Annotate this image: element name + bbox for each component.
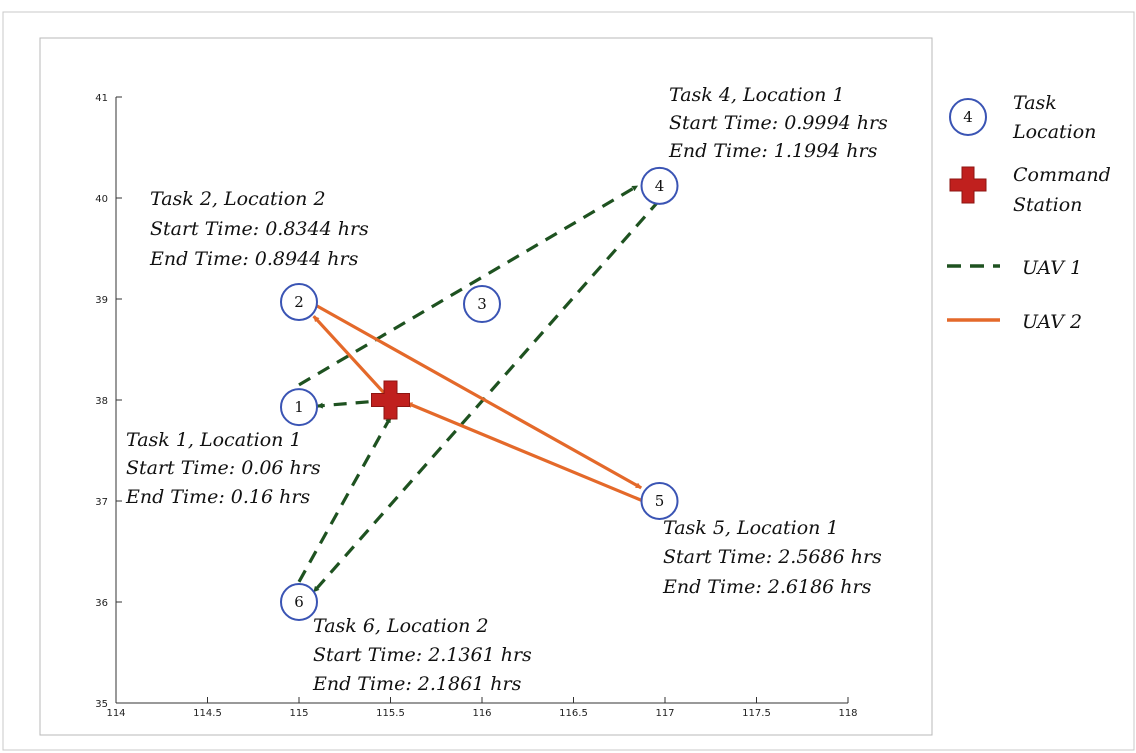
annotation-line: Start Time: 0.9994 hrs: [669, 112, 888, 134]
y-tick-label: 35: [95, 699, 108, 710]
x-tick-label: 117: [655, 708, 674, 719]
task-location-node: 1: [280, 388, 318, 427]
annotation-line: Task 4, Location 1: [669, 84, 845, 106]
annotation-line: Start Time: 0.06 hrs: [126, 457, 321, 479]
legend-icon-label: 4: [963, 108, 973, 126]
task-location-node: 5: [640, 482, 679, 520]
node-circle: [280, 388, 318, 427]
route-leg: [406, 401, 644, 503]
annotation-line: Task 1, Location 1: [126, 429, 302, 451]
legend: 4 Task Location Command Station UAV 1 UA…: [947, 92, 1111, 333]
x-tick-label: 115.5: [376, 708, 405, 719]
node-label: 4: [655, 177, 665, 195]
routes: [297, 184, 661, 593]
annotation-line: End Time: 0.8944 hrs: [149, 248, 359, 270]
node-circle: [280, 583, 318, 621]
x-ticks: 114 114.5 115 115.5 116 116.5 117 117.5 118: [106, 697, 858, 719]
task-location-node: 6: [280, 583, 318, 621]
command-station-cross: [371, 380, 410, 420]
x-tick-label: 118: [838, 708, 857, 719]
node-circle: [640, 482, 679, 520]
annotation-line: Task 6, Location 2: [313, 615, 489, 637]
annotation-line: End Time: 0.16 hrs: [125, 486, 310, 508]
annotation-task4: Task 4, Location 1 Start Time: 0.9994 hr…: [668, 84, 888, 162]
task-location-node: 4: [640, 166, 679, 205]
annotation-task6: Task 6, Location 2 Start Time: 2.1361 hr…: [312, 615, 532, 695]
legend-label: Command: [1013, 164, 1111, 186]
route-leg: [307, 299, 642, 490]
annotation-line: End Time: 1.1994 hrs: [668, 140, 878, 162]
annotation-line: End Time: 2.6186 hrs: [662, 576, 872, 598]
y-tick-label: 37: [95, 497, 108, 508]
task-location-node: 2: [280, 283, 318, 322]
command-station-icon: [949, 166, 987, 204]
y-tick-label: 38: [95, 396, 108, 407]
annotation-line: Start Time: 2.5686 hrs: [663, 546, 882, 568]
legend-label: UAV 1: [1022, 257, 1082, 279]
x-tick-label: 116: [472, 708, 491, 719]
x-tick-label: 116.5: [559, 708, 588, 719]
node-label: 2: [294, 293, 304, 311]
node-label: 6: [294, 593, 304, 611]
legend-label: Location: [1012, 121, 1096, 143]
node-label: 1: [294, 398, 304, 416]
route-2: [307, 299, 644, 503]
y-tick-label: 41: [95, 93, 108, 104]
annotation-task5: Task 5, Location 1 Start Time: 2.5686 hr…: [662, 517, 882, 598]
y-tick-label: 39: [95, 295, 108, 306]
route-leg: [297, 416, 392, 583]
x-tick-label: 114.5: [193, 708, 222, 719]
y-ticks: 35 36 37 38 39 40 41: [95, 93, 122, 710]
legend-label: Task: [1013, 92, 1057, 114]
y-tick-label: 36: [95, 598, 108, 609]
x-tick-label: 115: [289, 708, 308, 719]
route-1: [297, 184, 661, 593]
legend-label: Station: [1013, 194, 1082, 216]
annotation-line: Task 5, Location 1: [663, 517, 839, 539]
node-label: 5: [655, 492, 665, 510]
outer-border: [2, 11, 1135, 751]
node-circle: [280, 283, 318, 322]
route-leg: [312, 315, 392, 402]
node-label: 3: [477, 295, 487, 313]
legend-task-location: 4 Task Location: [949, 92, 1096, 143]
legend-uav2: UAV 2: [947, 311, 1082, 333]
annotation-task2: Task 2, Location 2 Start Time: 0.8344 hr…: [149, 188, 369, 270]
annotation-line: Task 2, Location 2: [150, 188, 326, 210]
annotation-task1: Task 1, Location 1 Start Time: 0.06 hrs …: [125, 429, 321, 508]
route-leg: [312, 198, 661, 593]
legend-command-station: Command Station: [949, 164, 1111, 216]
node-circle: [640, 166, 679, 205]
legend-uav1: UAV 1: [947, 257, 1082, 279]
task-locations: 1 2 3 4 5 6: [280, 166, 679, 621]
plot-border: [39, 37, 933, 736]
x-tick-label: 114: [106, 708, 125, 719]
y-tick-label: 40: [95, 194, 108, 205]
command-station-marker: [371, 380, 410, 420]
node-circle: [463, 285, 501, 324]
annotation-line: End Time: 2.1861 hrs: [312, 673, 522, 695]
legend-label: UAV 2: [1022, 311, 1082, 333]
x-tick-label: 117.5: [742, 708, 771, 719]
annotation-line: Start Time: 0.8344 hrs: [150, 218, 369, 240]
task-location-node: 3: [463, 285, 501, 324]
annotation-line: Start Time: 2.1361 hrs: [313, 644, 532, 666]
task-location-icon: [949, 98, 987, 136]
